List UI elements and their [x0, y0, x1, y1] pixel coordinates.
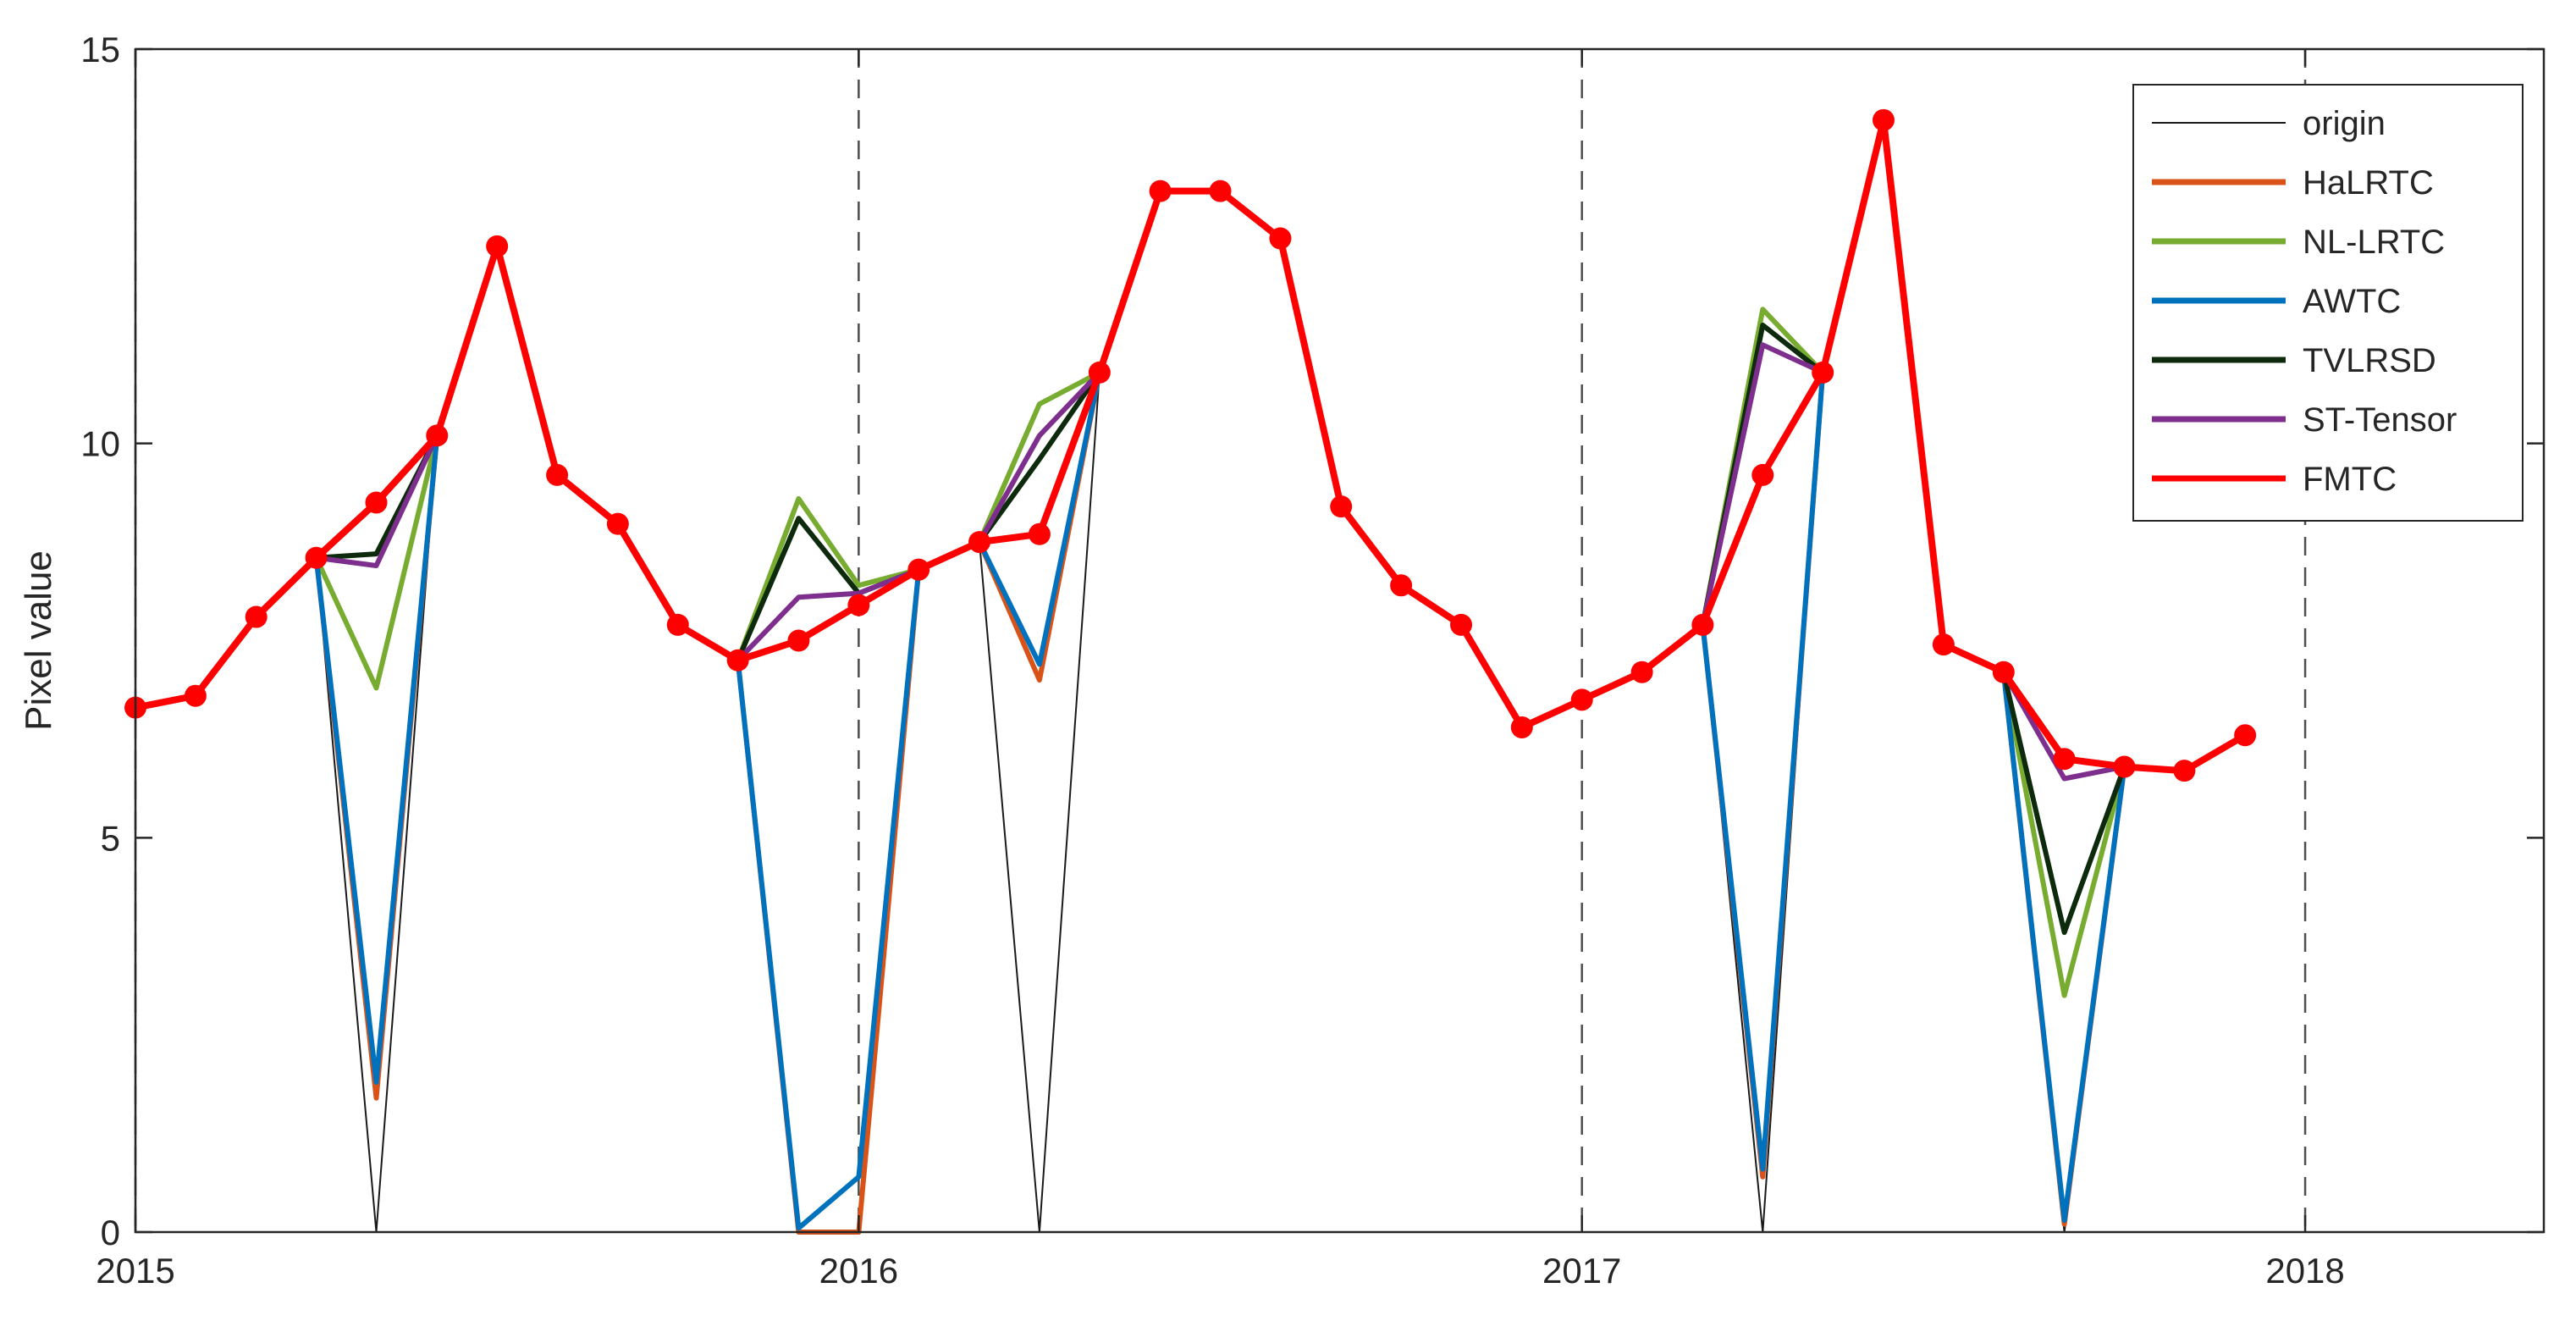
marker-fmtc-6	[486, 235, 509, 257]
axis-ticks	[134, 47, 2544, 1234]
plot-frame	[134, 47, 2546, 1234]
marker-fmtc-15	[1028, 522, 1051, 545]
marker-fmtc-23	[1510, 716, 1533, 738]
marker-fmtc-3	[305, 546, 328, 569]
legend-label-st-tensor: ST-Tensor	[2303, 401, 2457, 439]
legend: origin HaLRTC NL-LRTC AWTC TVLRSD ST-Tensor FM…	[2132, 84, 2524, 522]
marker-fmtc-32	[2053, 748, 2076, 771]
legend-label-awtc: AWTC	[2303, 283, 2401, 320]
marker-fmtc-22	[1450, 613, 1473, 636]
marker-fmtc-5	[426, 424, 449, 447]
marker-fmtc-19	[1269, 227, 1292, 250]
marker-fmtc-10	[726, 649, 749, 672]
marker-fmtc-26	[1691, 613, 1714, 636]
legend-label-tvlrsd: TVLRSD	[2303, 342, 2436, 379]
marker-fmtc-9	[666, 613, 689, 636]
marker-fmtc-30	[1932, 633, 1955, 656]
y-tick-label-0: 0	[101, 1213, 120, 1252]
x-tick-label-2018: 2018	[2265, 1251, 2344, 1291]
marker-fmtc-13	[907, 558, 930, 581]
marker-fmtc-16	[1088, 361, 1111, 384]
y-axis-label: Pixel value	[18, 550, 59, 731]
marker-fmtc-29	[1872, 108, 1895, 131]
marker-fmtc-27	[1751, 463, 1774, 486]
marker-fmtc-25	[1630, 660, 1653, 683]
marker-fmtc-21	[1390, 574, 1413, 597]
marker-fmtc-2	[245, 605, 268, 628]
marker-fmtc-8	[606, 512, 629, 535]
marker-fmtc-24	[1570, 688, 1593, 711]
marker-fmtc-7	[546, 463, 569, 486]
marker-fmtc-12	[847, 594, 870, 616]
x-tick-label-2017: 2017	[1542, 1251, 1621, 1291]
marker-fmtc-35	[2234, 724, 2257, 747]
y-tick-label-5: 5	[101, 818, 120, 858]
x-tick-label-2015: 2015	[96, 1251, 174, 1291]
x-tick-label-2016: 2016	[819, 1251, 898, 1291]
marker-fmtc-18	[1209, 180, 1232, 202]
series-markers	[124, 108, 2257, 782]
marker-fmtc-31	[1992, 660, 2015, 683]
marker-fmtc-17	[1149, 180, 1172, 202]
legend-label-halrtc: HaLRTC	[2303, 164, 2434, 202]
marker-fmtc-20	[1330, 495, 1353, 518]
marker-fmtc-14	[968, 531, 991, 554]
series-lines	[132, 116, 2249, 1235]
marker-fmtc-34	[2173, 760, 2196, 782]
marker-fmtc-1	[184, 684, 207, 707]
y-tick-label-10: 10	[80, 424, 120, 464]
axis-tick-labels: 0 5 10 15 2015 2016 2017 2018	[80, 30, 2345, 1291]
marker-fmtc-28	[1812, 361, 1834, 384]
marker-fmtc-11	[787, 629, 810, 652]
legend-label-nl-lrtc: NL-LRTC	[2303, 224, 2445, 261]
marker-fmtc-4	[365, 491, 388, 514]
legend-label-fmtc: FMTC	[2303, 461, 2397, 498]
marker-fmtc-33	[2113, 755, 2136, 778]
legend-label-origin: origin	[2303, 105, 2386, 142]
y-tick-label-15: 15	[80, 30, 120, 69]
series-line-fmtc	[132, 116, 2249, 775]
